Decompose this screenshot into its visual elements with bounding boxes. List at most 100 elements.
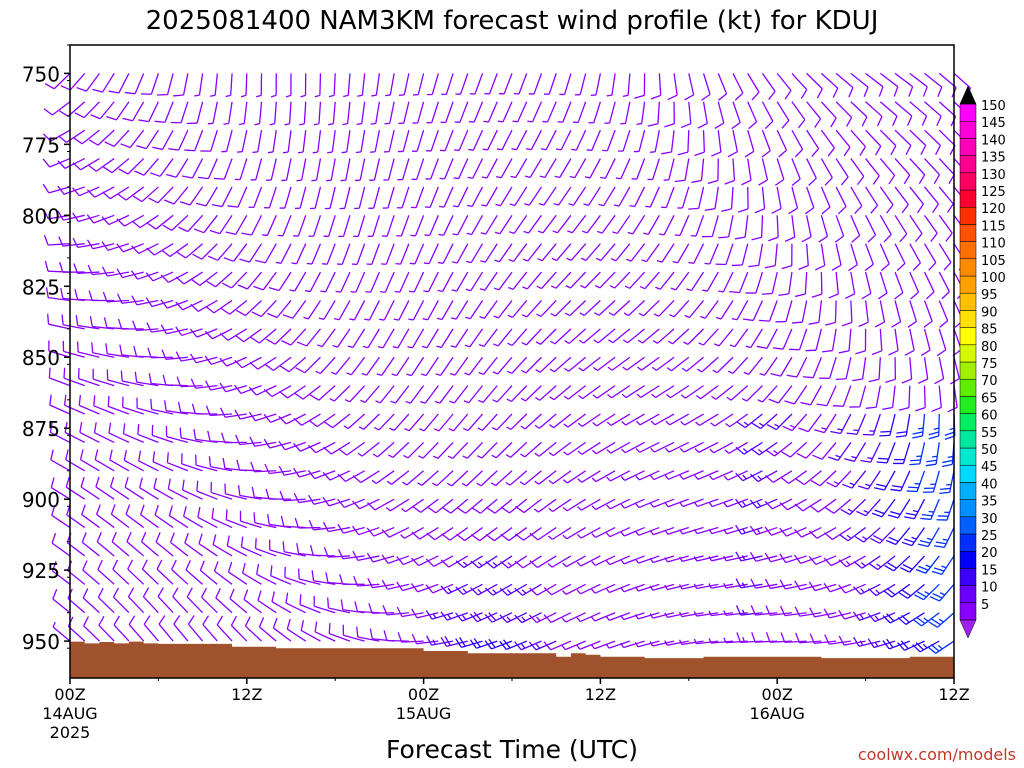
wind-barb	[846, 413, 867, 435]
wind-barb	[576, 526, 601, 539]
wind-barb	[338, 441, 366, 456]
wind-barb	[894, 101, 913, 126]
wind-barb	[835, 129, 851, 157]
wind-barb	[674, 158, 690, 183]
wind-barb	[564, 328, 587, 345]
wind-barb	[798, 413, 822, 433]
wind-barb	[679, 498, 704, 508]
wind-barb	[47, 313, 71, 330]
wind-barb	[538, 186, 557, 206]
wind-barb	[207, 101, 218, 125]
wind-barb	[915, 385, 926, 412]
wind-barb	[626, 243, 646, 262]
wind-barb	[185, 560, 204, 585]
wind-barb	[464, 328, 484, 348]
wind-barb	[211, 186, 233, 208]
colorbar-label: 75	[981, 357, 998, 372]
wind-barb	[649, 526, 675, 536]
wind-barb	[396, 606, 424, 618]
wind-barb	[279, 490, 306, 502]
wind-barb	[536, 271, 557, 290]
wind-barb	[693, 638, 719, 645]
colorbar-label: 80	[981, 340, 998, 355]
wind-barb	[542, 101, 557, 123]
wind-barb	[812, 441, 837, 460]
wind-barb	[485, 498, 513, 514]
wind-barb	[666, 356, 690, 372]
wind-barb	[938, 186, 954, 213]
wind-barb	[527, 101, 543, 123]
wind-barb	[146, 322, 174, 333]
wind-barb	[309, 544, 336, 557]
wind-barb	[423, 271, 439, 293]
wind-barb	[72, 157, 100, 171]
wind-barb	[391, 356, 410, 377]
wind-barb	[617, 129, 631, 152]
wind-barb	[613, 186, 631, 207]
wind-barb	[170, 101, 189, 124]
wind-barb	[637, 328, 660, 344]
wind-barb	[924, 72, 943, 98]
wind-barb	[419, 413, 439, 432]
wind-barb	[890, 470, 911, 492]
wind-barb	[491, 441, 513, 459]
wind-barb	[377, 328, 395, 349]
wind-barb	[588, 101, 602, 124]
wind-barb	[549, 356, 572, 373]
wind-barb	[454, 101, 469, 123]
wind-barb	[279, 356, 307, 373]
wind-barb	[590, 640, 616, 650]
wind-barb	[751, 215, 764, 241]
wind-barb	[768, 385, 793, 404]
wind-barb	[295, 356, 321, 374]
wind-barb	[389, 413, 410, 431]
wind-barb	[849, 385, 867, 408]
wind-barb	[782, 413, 808, 432]
wind-barb	[794, 580, 822, 591]
wind-barb	[778, 271, 793, 297]
wind-barb	[184, 129, 204, 152]
wind-barb	[909, 186, 925, 214]
wind-barb	[931, 555, 955, 575]
wind-barb	[888, 328, 899, 356]
wind-barb	[879, 158, 896, 185]
wind-barb	[693, 555, 719, 562]
wind-barb	[824, 527, 852, 541]
wind-barb	[879, 101, 898, 126]
wind-barb	[136, 129, 159, 150]
wind-barb	[664, 470, 690, 480]
wind-barb	[191, 403, 218, 415]
wind-barb	[90, 101, 115, 120]
wind-barb	[57, 157, 86, 169]
wind-barb	[806, 129, 820, 158]
wind-barb	[862, 413, 881, 436]
wind-barb	[912, 640, 940, 653]
wind-barb	[761, 73, 776, 100]
colorbar-label: 40	[981, 477, 998, 492]
wind-barb	[92, 368, 115, 387]
wind-barb	[620, 470, 645, 481]
wind-barb	[241, 562, 262, 585]
wind-barb	[794, 606, 822, 617]
wind-barb	[293, 215, 307, 237]
wind-barb	[839, 527, 866, 542]
wind-barb	[855, 328, 867, 355]
wind-barb	[923, 243, 937, 271]
wind-barb	[536, 300, 557, 318]
colorbar-swatch	[959, 310, 977, 328]
wind-barb	[879, 413, 896, 437]
wind-barb	[353, 576, 380, 587]
wind-barb	[262, 215, 277, 237]
wind-barb	[665, 441, 690, 453]
y-tick-label: 800	[22, 204, 60, 228]
wind-barb	[455, 73, 469, 95]
wind-barb	[923, 271, 935, 300]
wind-barb	[289, 271, 307, 292]
wind-barb	[52, 589, 71, 614]
wind-barb	[651, 385, 675, 399]
wind-barb	[540, 129, 557, 151]
wind-barb	[449, 356, 469, 376]
wind-barb	[856, 498, 881, 517]
wind-barb	[702, 271, 719, 292]
